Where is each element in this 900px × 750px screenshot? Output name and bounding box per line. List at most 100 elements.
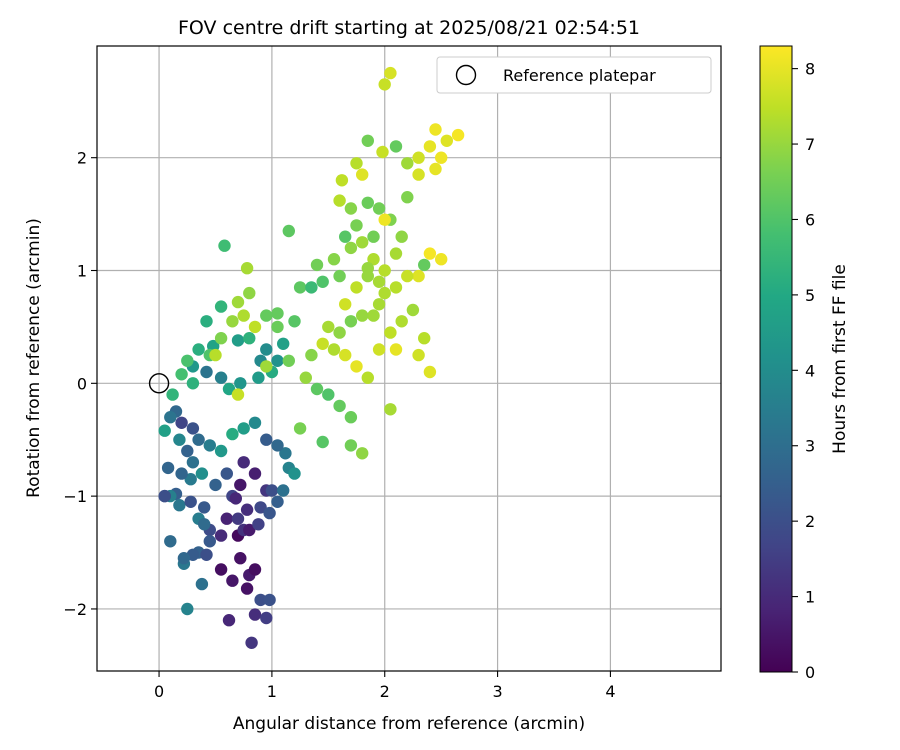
- scatter-point: [245, 636, 258, 649]
- scatter-point: [175, 467, 188, 480]
- scatter-point: [254, 593, 267, 607]
- scatter-point: [356, 168, 369, 181]
- scatter-point: [305, 281, 318, 294]
- scatter-point: [418, 258, 431, 272]
- scatter-point: [356, 236, 369, 249]
- scatter-point: [265, 484, 279, 497]
- scatter-point: [248, 467, 262, 480]
- scatter-point: [260, 433, 273, 446]
- scatter-point: [222, 614, 236, 627]
- scatter-point: [209, 348, 222, 362]
- x-tick-label: 2: [380, 682, 390, 701]
- scatter-point: [260, 309, 273, 322]
- reference-platepar-marker: [148, 373, 170, 394]
- scatter-point: [412, 269, 425, 283]
- chart-title: FOV centre drift starting at 2025/08/21 …: [178, 17, 640, 39]
- scatter-point: [435, 253, 448, 266]
- scatter-point: [367, 253, 380, 266]
- scatter-point: [356, 447, 369, 460]
- scatter-point: [333, 269, 346, 283]
- scatter-point: [195, 577, 209, 591]
- scatter-point: [344, 202, 358, 215]
- scatter-point: [195, 467, 209, 480]
- scatter-point: [350, 219, 363, 232]
- colorbar-ticks: 0 1 2 3 4 5 6 7 8: [792, 60, 815, 682]
- scatter-point: [226, 315, 239, 328]
- scatter-point: [263, 506, 276, 520]
- scatter-point: [192, 433, 205, 446]
- scatter-point: [181, 602, 194, 616]
- scatter-point: [361, 196, 374, 209]
- scatter-point: [299, 371, 312, 384]
- scatter-point: [401, 269, 414, 283]
- scatter-point: [173, 499, 186, 512]
- scatter-point: [372, 343, 386, 356]
- scatter-point: [214, 529, 228, 542]
- scatter-point: [378, 286, 391, 300]
- scatter-point: [401, 191, 414, 204]
- colorbar-tick-label: 2: [805, 512, 815, 531]
- scatter-point: [237, 456, 250, 469]
- y-tick-label: 1: [77, 262, 87, 281]
- colorbar: 0 1 2 3 4 5 6 7 8 Hours from first FF file: [759, 45, 850, 682]
- scatter-point: [423, 140, 437, 153]
- scatter-point: [333, 399, 346, 413]
- scatter-point: [260, 343, 273, 356]
- scatter-point: [335, 174, 349, 187]
- scatter-point: [263, 593, 276, 607]
- scatter-point: [282, 354, 295, 367]
- scatter-point: [339, 230, 352, 243]
- scatter-point: [429, 123, 442, 136]
- y-axis-label: Rotation from reference (arcmin): [24, 218, 44, 498]
- scatter-point: [282, 224, 295, 238]
- scatter-point: [361, 134, 374, 147]
- scatter-point: [367, 309, 380, 322]
- scatter-point: [231, 295, 245, 309]
- scatter-point: [254, 501, 267, 514]
- scatter-point: [333, 194, 346, 207]
- scatter-point: [181, 354, 194, 367]
- colorbar-tick-label: 0: [805, 663, 815, 682]
- scatter-point: [158, 489, 171, 503]
- scatter-point: [378, 78, 391, 91]
- scatter-point: [384, 403, 397, 416]
- scatter-point: [240, 503, 254, 516]
- scatter-point: [344, 439, 358, 452]
- scatter-point: [293, 422, 307, 435]
- y-tick-label: −2: [63, 600, 87, 619]
- scatter-point: [231, 388, 245, 401]
- scatter-point: [356, 309, 369, 322]
- y-tick-label: 2: [77, 149, 87, 168]
- scatter-point: [350, 281, 363, 294]
- plot-frame: [96, 45, 722, 672]
- scatter-point: [175, 368, 188, 381]
- scatter-point: [243, 286, 256, 300]
- scatter-point: [209, 478, 222, 492]
- scatter-point: [229, 492, 242, 505]
- colorbar-tick-label: 7: [805, 135, 815, 154]
- scatter-point: [372, 275, 386, 288]
- scatter-point: [372, 298, 386, 311]
- scatter-point: [166, 388, 179, 401]
- scatter-point: [451, 128, 465, 142]
- scatter-point: [220, 512, 233, 525]
- scatter-point: [218, 239, 231, 252]
- scatter-point: [367, 230, 380, 243]
- scatter-point: [226, 427, 239, 441]
- scatter-point: [237, 309, 250, 322]
- scatter-point: [181, 444, 194, 458]
- scatter-point: [214, 371, 228, 384]
- colorbar-tick-label: 5: [805, 286, 815, 305]
- data-points: [158, 66, 465, 649]
- scatter-point: [423, 247, 437, 260]
- scatter-point: [361, 371, 374, 384]
- scatter-point: [412, 348, 425, 362]
- scatter-point: [376, 145, 389, 159]
- scatter-point: [333, 326, 346, 339]
- scatter-point: [316, 275, 329, 288]
- scatter-point: [418, 332, 431, 345]
- scatter-point: [406, 303, 420, 317]
- scatter-point: [440, 134, 453, 147]
